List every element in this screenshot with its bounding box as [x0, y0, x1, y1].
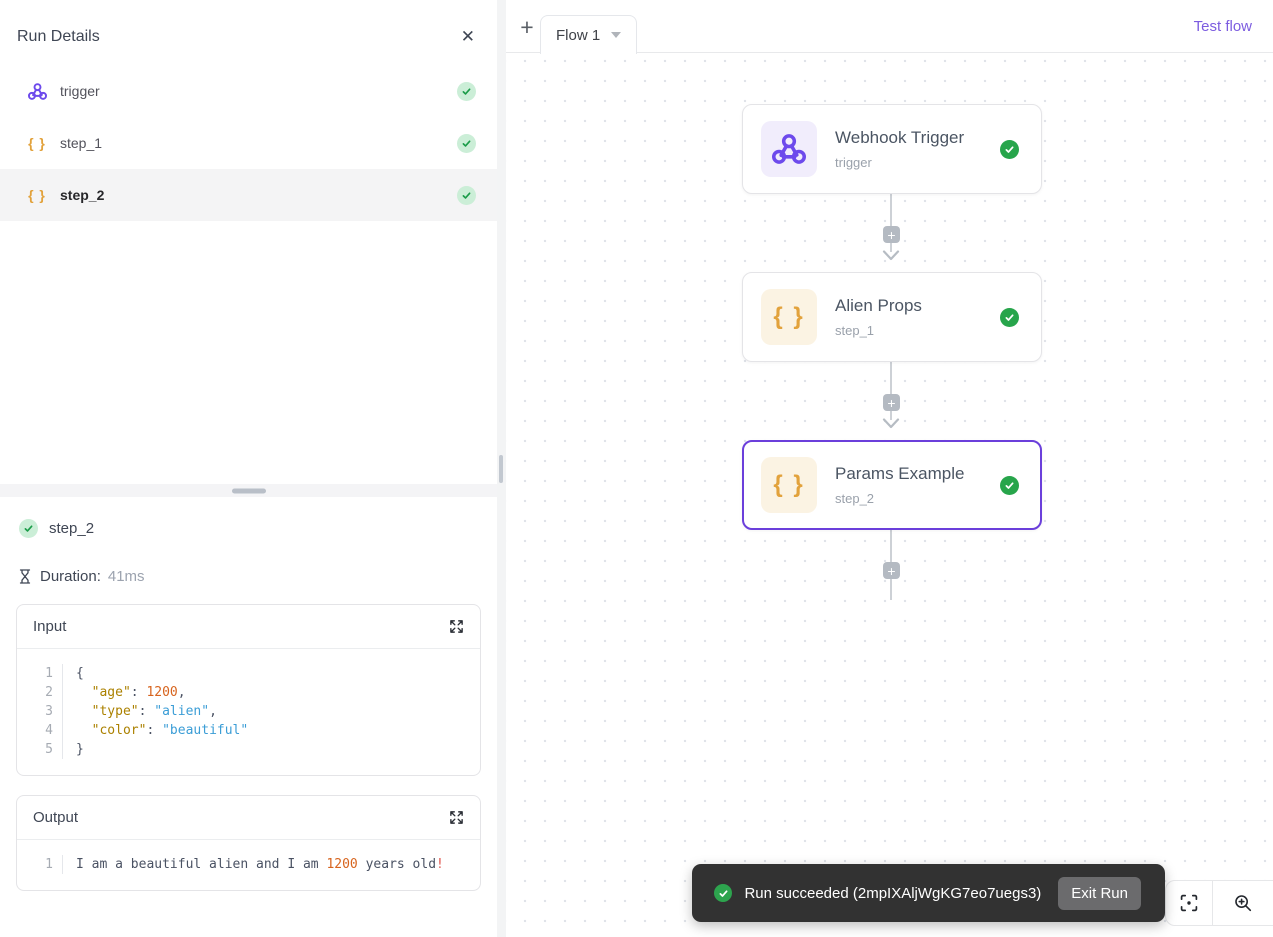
chevron-down-icon[interactable] — [611, 32, 622, 38]
fit-view-button[interactable] — [1166, 881, 1212, 925]
toast-message: Run succeeded (2mpIXAljWgKG7eo7uegs3) — [744, 884, 1042, 902]
test-flow-button[interactable]: Test flow — [1188, 17, 1258, 36]
success-check-icon — [457, 81, 476, 101]
code-braces-icon: { } — [761, 457, 817, 513]
code-line: 3 "type": "alien", — [17, 702, 480, 721]
edge-line — [890, 194, 892, 252]
duration-value: 41ms — [107, 568, 145, 585]
run-step-step_1[interactable]: { } step_1 — [0, 117, 497, 169]
output-title: Output — [33, 809, 79, 826]
code-braces-icon: { } — [28, 135, 46, 151]
success-check-icon — [457, 133, 476, 153]
run-step-step_2[interactable]: { } step_2 — [0, 169, 497, 221]
edge-line — [890, 362, 892, 420]
input-code: 1{2 "age": 1200, 3 "type": "alien", 4 "col… — [17, 649, 480, 775]
expand-icon[interactable] — [449, 619, 464, 634]
node-subtitle: step_2 — [835, 491, 875, 506]
run-details-panel: Run Details ✕ trigger { } step_1 { } step_2 … — [0, 0, 497, 937]
node-title: Webhook Trigger — [835, 128, 965, 147]
expand-icon[interactable] — [449, 810, 464, 825]
step-detail-name: step_2 — [49, 520, 95, 537]
arrow-down-icon — [882, 418, 900, 429]
input-box: Input 1{2 "age": 1200, 3 "type": "alien",… — [16, 604, 481, 776]
success-check-icon — [457, 185, 476, 205]
add-step-button[interactable]: + — [883, 394, 900, 411]
code-braces-icon: { } — [28, 187, 46, 203]
step-detail-header: step_2 — [0, 497, 497, 538]
close-icon[interactable]: ✕ — [460, 27, 475, 46]
node-title: Params Example — [835, 464, 965, 483]
input-title: Input — [33, 618, 67, 635]
add-step-button[interactable]: + — [883, 226, 900, 243]
success-check-icon — [1000, 307, 1019, 327]
add-step-button[interactable]: + — [883, 562, 900, 579]
output-header: Output — [17, 796, 480, 840]
node-subtitle: trigger — [835, 155, 872, 170]
run-details-top-section: Run Details ✕ trigger { } step_1 { } step_2 — [0, 0, 497, 484]
resizer-grip-icon — [231, 488, 266, 493]
flow-tab[interactable]: Flow 1 — [540, 15, 638, 54]
success-check-icon — [1000, 475, 1019, 495]
flow-canvas[interactable]: + Flow 1 Test flow Webhook Trigger trigge… — [506, 0, 1273, 937]
step-label: step_1 — [60, 135, 103, 151]
input-header: Input — [17, 605, 480, 649]
code-line: 1{ — [17, 664, 480, 683]
code-braces-icon: { } — [761, 289, 817, 345]
duration-label: Duration: — [40, 568, 101, 585]
node-body: Params Example step_2 — [835, 464, 982, 506]
zoom-in-icon — [1234, 895, 1251, 912]
fit-view-icon — [1180, 894, 1198, 912]
step-label: step_2 — [60, 187, 105, 203]
run-steps-list: trigger { } step_1 { } step_2 — [0, 65, 497, 221]
step-label: trigger — [60, 83, 100, 99]
flow-node-step_1[interactable]: { } Alien Props step_1 — [742, 272, 1042, 362]
run-details-title: Run Details — [17, 27, 100, 45]
node-body: Webhook Trigger trigger — [835, 128, 982, 170]
zoom-in-button[interactable] — [1212, 881, 1272, 925]
success-check-icon — [714, 884, 733, 902]
run-details-header: Run Details ✕ — [0, 0, 497, 63]
code-line: 4 "color": "beautiful" — [17, 721, 480, 740]
node-title: Alien Props — [835, 296, 922, 315]
canvas-controls — [1165, 880, 1273, 926]
panel-resizer-handle[interactable] — [0, 484, 497, 497]
exit-run-button[interactable]: Exit Run — [1058, 876, 1141, 910]
run-succeeded-toast: Run succeeded (2mpIXAljWgKG7eo7uegs3) Ex… — [692, 864, 1165, 922]
success-check-icon — [1000, 139, 1019, 159]
arrow-down-icon — [882, 250, 900, 261]
flow-node-trigger[interactable]: Webhook Trigger trigger — [742, 104, 1042, 194]
node-subtitle: step_1 — [835, 323, 875, 338]
code-line: 2 "age": 1200, — [17, 683, 480, 702]
duration-row: Duration: 41ms — [0, 538, 497, 585]
webhook-icon — [761, 121, 817, 177]
hourglass-icon — [17, 568, 33, 585]
code-line: 5} — [17, 740, 480, 759]
canvas-header: + Flow 1 Test flow — [506, 0, 1273, 54]
flow-node-step_2[interactable]: { } Params Example step_2 — [742, 440, 1042, 530]
flow-tab-label: Flow 1 — [556, 26, 601, 44]
success-check-icon — [19, 519, 38, 538]
webhook-icon — [25, 82, 49, 101]
run-step-trigger[interactable]: trigger — [0, 65, 497, 117]
panel-canvas-divider — [497, 0, 506, 937]
add-flow-icon[interactable]: + — [514, 14, 540, 40]
node-body: Alien Props step_1 — [835, 296, 982, 338]
scrollbar-thumb[interactable] — [499, 455, 503, 483]
step-detail-section: step_2 Duration: 41ms Input — [0, 497, 497, 937]
